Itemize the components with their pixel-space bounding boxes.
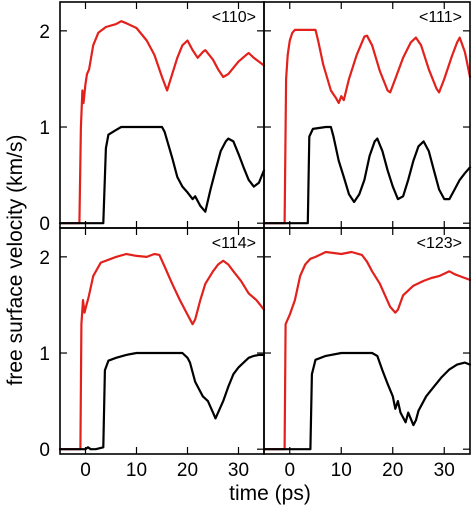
y-tick-label: 1 bbox=[39, 344, 50, 365]
panel-1-orientation-label: <111> bbox=[419, 9, 462, 26]
x-tick-label: 30 bbox=[434, 460, 455, 481]
panel-0-series-0-line bbox=[58, 20, 266, 225]
panel-2-series-1-line bbox=[58, 351, 266, 451]
panel-3: 0 10 20 30 <123> bbox=[262, 227, 472, 481]
panel-1: <111> bbox=[262, 1, 472, 229]
panels: 0 1 2 <110> <111> 0 10 20 30 0 1 2 <114> 0 10 20 30 <123> bbox=[39, 1, 472, 481]
y-tick-label: 0 bbox=[39, 214, 50, 235]
x-tick-label: 0 bbox=[284, 460, 295, 481]
x-tick-label: 10 bbox=[331, 460, 352, 481]
x-tick-label: 10 bbox=[126, 460, 147, 481]
panel-2-orientation-label: <114> bbox=[212, 235, 256, 252]
x-tick-label: 0 bbox=[80, 460, 91, 481]
y-tick-label: 2 bbox=[39, 248, 50, 269]
panel-3-orientation-label: <123> bbox=[417, 235, 462, 252]
y-axis-label: free surface velocity (km/s) bbox=[4, 135, 27, 386]
panel-3-series-0-line bbox=[262, 250, 472, 451]
y-tick-label: 1 bbox=[39, 118, 50, 139]
panel-2: 0 10 20 30 0 1 2 <114> bbox=[39, 227, 266, 481]
panel-0: 0 1 2 <110> bbox=[39, 1, 266, 235]
y-tick-label: 0 bbox=[39, 440, 50, 461]
panel-3-series-1-line bbox=[262, 351, 472, 451]
x-tick-label: 20 bbox=[177, 460, 198, 481]
x-axis-label: time (ps) bbox=[229, 482, 311, 505]
panel-0-series-1-line bbox=[58, 125, 266, 225]
panel-0-frame bbox=[59, 1, 265, 229]
panel-0-orientation-label: <110> bbox=[212, 9, 256, 26]
x-tick-label: 20 bbox=[382, 460, 403, 481]
panel-1-series-0-line bbox=[262, 28, 472, 225]
panel-2-series-0-line bbox=[58, 252, 266, 451]
y-tick-label: 2 bbox=[39, 22, 50, 43]
panel-1-series-1-line bbox=[262, 125, 472, 225]
x-tick-label: 30 bbox=[228, 460, 249, 481]
panel-3-frame bbox=[263, 227, 471, 455]
